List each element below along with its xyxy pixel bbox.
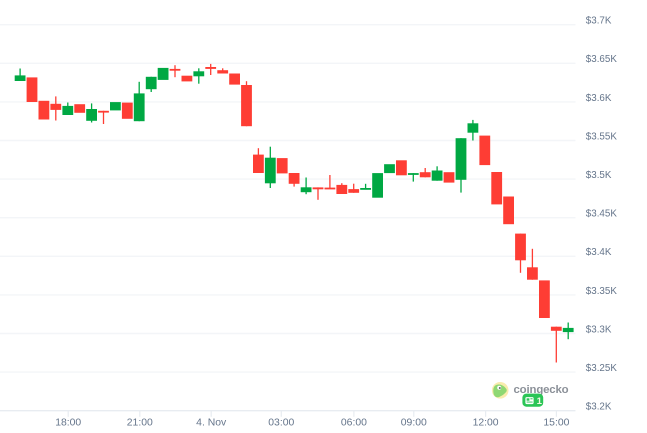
svg-text:18:00: 18:00 — [55, 417, 81, 428]
svg-text:$3.4K: $3.4K — [586, 247, 612, 258]
svg-text:1: 1 — [537, 396, 543, 407]
svg-text:21:00: 21:00 — [127, 417, 153, 428]
svg-text:$3.6K: $3.6K — [586, 93, 612, 104]
svg-text:coingecko: coingecko — [514, 384, 569, 396]
svg-text:$3.2K: $3.2K — [586, 402, 612, 413]
svg-text:15:00: 15:00 — [543, 417, 569, 428]
svg-text:$3.65K: $3.65K — [586, 54, 618, 65]
svg-text:06:00: 06:00 — [341, 417, 367, 428]
svg-text:09:00: 09:00 — [401, 417, 427, 428]
svg-text:$3.35K: $3.35K — [586, 286, 618, 297]
svg-text:$3.45K: $3.45K — [586, 209, 618, 220]
svg-text:$3.7K: $3.7K — [586, 16, 612, 27]
svg-text:$3.55K: $3.55K — [586, 131, 618, 142]
svg-text:4. Nov: 4. Nov — [196, 417, 227, 428]
svg-text:$3.3K: $3.3K — [586, 324, 612, 335]
svg-text:12:00: 12:00 — [473, 417, 499, 428]
svg-text:$3.5K: $3.5K — [586, 170, 612, 181]
svg-text:03:00: 03:00 — [268, 417, 294, 428]
svg-text:$3.25K: $3.25K — [586, 363, 618, 374]
